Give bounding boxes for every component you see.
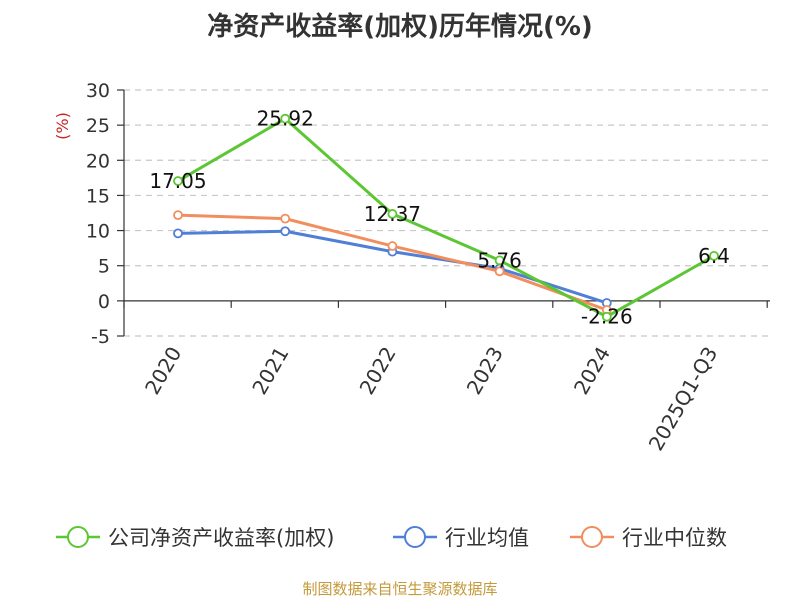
data-point [494,255,505,266]
x-tick-label: 2024 [569,343,615,399]
x-tick-labels: 2020 2021 2022 2023 2024 2025Q1-Q3 [140,342,722,454]
x-tick-label: 2025Q1-Q3 [644,343,723,455]
data-label: 6.4 [698,244,730,268]
legend-circle-icon [67,526,89,548]
gridlines [124,89,770,337]
data-label: 17.05 [149,169,206,193]
y-tick-label: 25 [86,115,110,137]
legend-circle-icon [404,526,426,548]
data-point [173,176,183,186]
series-lines [173,113,719,322]
y-axis-unit-label: (%) [53,112,72,140]
data-point [280,226,291,237]
data-point [387,209,398,219]
data-label: -2.26 [581,305,633,329]
legend-label: 行业中位数 [622,526,727,550]
y-tick-label: 0 [98,291,110,313]
x-tick-label: 2020 [140,343,186,399]
axes [117,89,770,337]
data-point [173,228,183,239]
y-tick-labels: 30 25 20 15 10 5 0 -5 [86,80,110,348]
legend-label: 行业均值 [445,526,529,550]
data-label: 12.37 [364,202,421,226]
series-line [177,117,715,319]
data-point [280,213,291,224]
data-point [280,113,291,124]
legend-item[interactable]: 行业均值 [393,526,529,550]
legend-item[interactable]: 公司净资产收益率(加权) [56,526,334,550]
y-tick-label: 5 [98,256,110,278]
series-line [177,213,608,312]
data-point [494,266,505,277]
data-point [387,241,398,251]
y-tick-label: 30 [86,80,110,102]
source-note: 制图数据来自恒生聚源数据库 [302,580,498,598]
y-tick-label: 10 [86,221,110,243]
x-tick-label: 2022 [354,343,400,399]
y-tick-label: -5 [91,326,110,348]
x-tick-label: 2023 [462,342,508,398]
data-label: 5.76 [477,248,522,272]
chart-title: 净资产收益率(加权)历年情况(%) [207,12,593,42]
legend: 公司净资产收益率(加权) 行业均值 行业中位数 [56,526,727,550]
data-point [601,311,612,322]
x-tick-label: 2021 [247,343,293,399]
data-point [173,210,183,221]
legend-label: 公司净资产收益率(加权) [108,526,334,550]
y-tick-label: 20 [86,150,110,172]
legend-circle-icon [581,526,603,548]
data-point [709,250,719,261]
data-label: 25.92 [257,107,314,131]
y-tick-label: 15 [86,185,110,207]
data-labels: 17.05 25.92 12.37 5.76 -2.26 6.4 [149,107,730,329]
legend-item[interactable]: 行业中位数 [570,526,727,550]
